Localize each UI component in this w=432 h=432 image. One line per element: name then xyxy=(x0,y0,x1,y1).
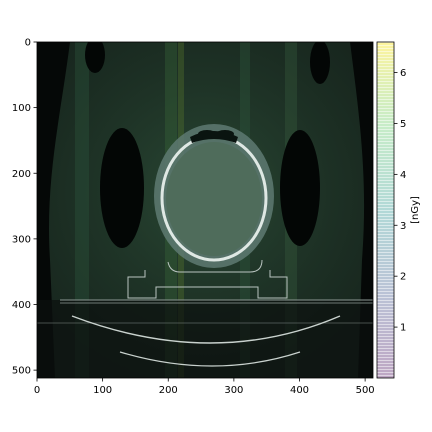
y-axis: 0 100 200 300 400 500 xyxy=(12,38,37,377)
colorbar-frame xyxy=(376,41,395,379)
ct-couch xyxy=(37,259,373,367)
dark-notch-top-right xyxy=(310,42,330,84)
y-tick-label: 0 xyxy=(25,38,31,49)
lower-dark-band xyxy=(37,300,373,378)
colorbar-tick-label: 1 xyxy=(400,323,406,334)
colorbar-label: [nGy] xyxy=(410,196,421,224)
x-tick-label: 0 xyxy=(34,385,40,396)
colorbar-tick-label: 6 xyxy=(400,68,406,79)
x-axis: 0 100 200 300 400 500 xyxy=(34,378,375,396)
ct-head xyxy=(154,124,274,268)
x-tick-label: 300 xyxy=(224,385,243,396)
y-tick-label: 400 xyxy=(12,300,31,311)
plot-area xyxy=(37,42,373,378)
x-tick-label: 500 xyxy=(356,385,375,396)
dark-lobe-right xyxy=(280,130,320,246)
colorbar-tick-label: 5 xyxy=(400,119,406,130)
y-tick-label: 500 xyxy=(12,366,31,377)
y-tick-label: 100 xyxy=(12,103,31,114)
x-tick-label: 400 xyxy=(290,385,309,396)
y-tick-label: 300 xyxy=(12,234,31,245)
y-tick-label: 200 xyxy=(12,169,31,180)
dark-notch-top-left xyxy=(85,42,105,73)
air-region-left xyxy=(37,42,70,378)
colorbar-ticks: 1 2 3 4 5 6 xyxy=(394,68,406,334)
colorbar-tick-label: 2 xyxy=(400,272,406,283)
air-region-right xyxy=(350,42,373,378)
x-tick-label: 100 xyxy=(93,385,112,396)
colorbar-lines xyxy=(377,42,394,378)
colorbar: 1 2 3 4 5 6 [nGy] xyxy=(376,41,421,379)
colorbar-tick-label: 3 xyxy=(400,221,406,232)
x-tick-label: 200 xyxy=(159,385,178,396)
colorbar-tick-label: 4 xyxy=(400,170,406,181)
dark-lobe-left xyxy=(100,128,144,248)
plot-frame xyxy=(36,41,374,379)
